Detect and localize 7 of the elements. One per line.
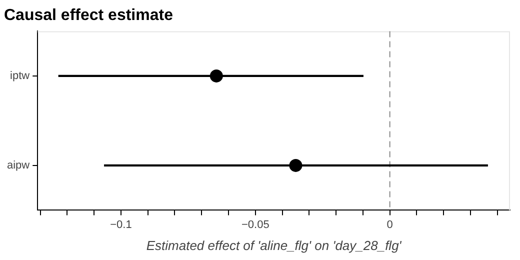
chart-title: Causal effect estimate (4, 7, 174, 24)
x-axis-title: Estimated effect of 'aline_flg' on 'day_28_flg' (146, 238, 402, 253)
x-tick-label: −0.1 (110, 218, 132, 231)
x-tick-label: 0 (386, 218, 393, 231)
y-tick-label: iptw (10, 70, 30, 82)
y-tick-label: aipw (7, 159, 30, 172)
x-tick-label: −0.05 (241, 218, 270, 231)
